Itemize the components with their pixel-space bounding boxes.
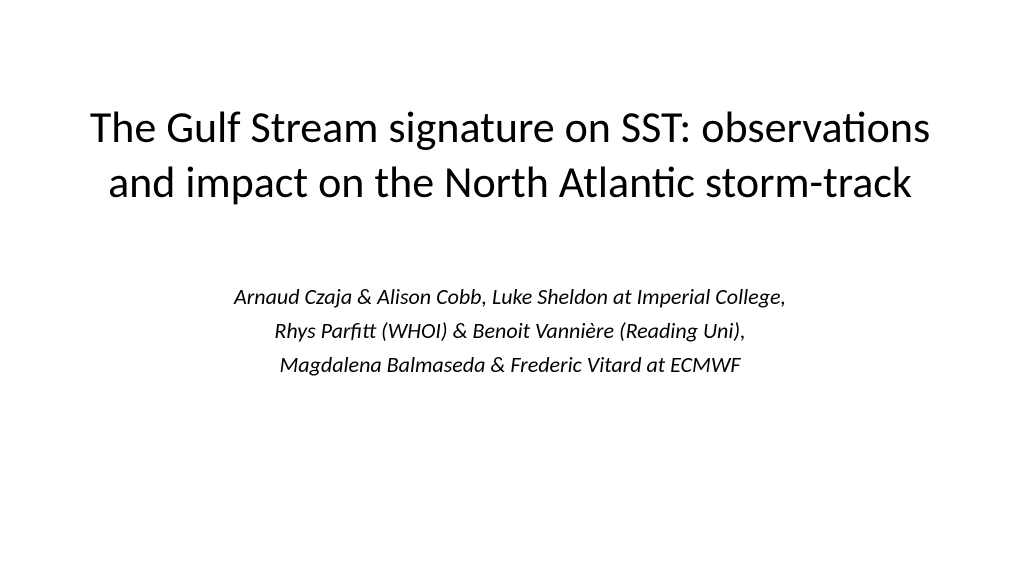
author-line-3: Magdalena Balmaseda & Frederic Vitard at… bbox=[234, 348, 786, 382]
author-line-2: Rhys Parfitt (WHOI) & Benoit Vannière (R… bbox=[234, 314, 786, 348]
title-slide: The Gulf Stream signature on SST: observ… bbox=[0, 0, 1020, 573]
slide-title: The Gulf Stream signature on SST: observ… bbox=[70, 100, 950, 210]
authors-block: Arnaud Czaja & Alison Cobb, Luke Sheldon… bbox=[234, 280, 786, 382]
author-line-1: Arnaud Czaja & Alison Cobb, Luke Sheldon… bbox=[234, 280, 786, 314]
